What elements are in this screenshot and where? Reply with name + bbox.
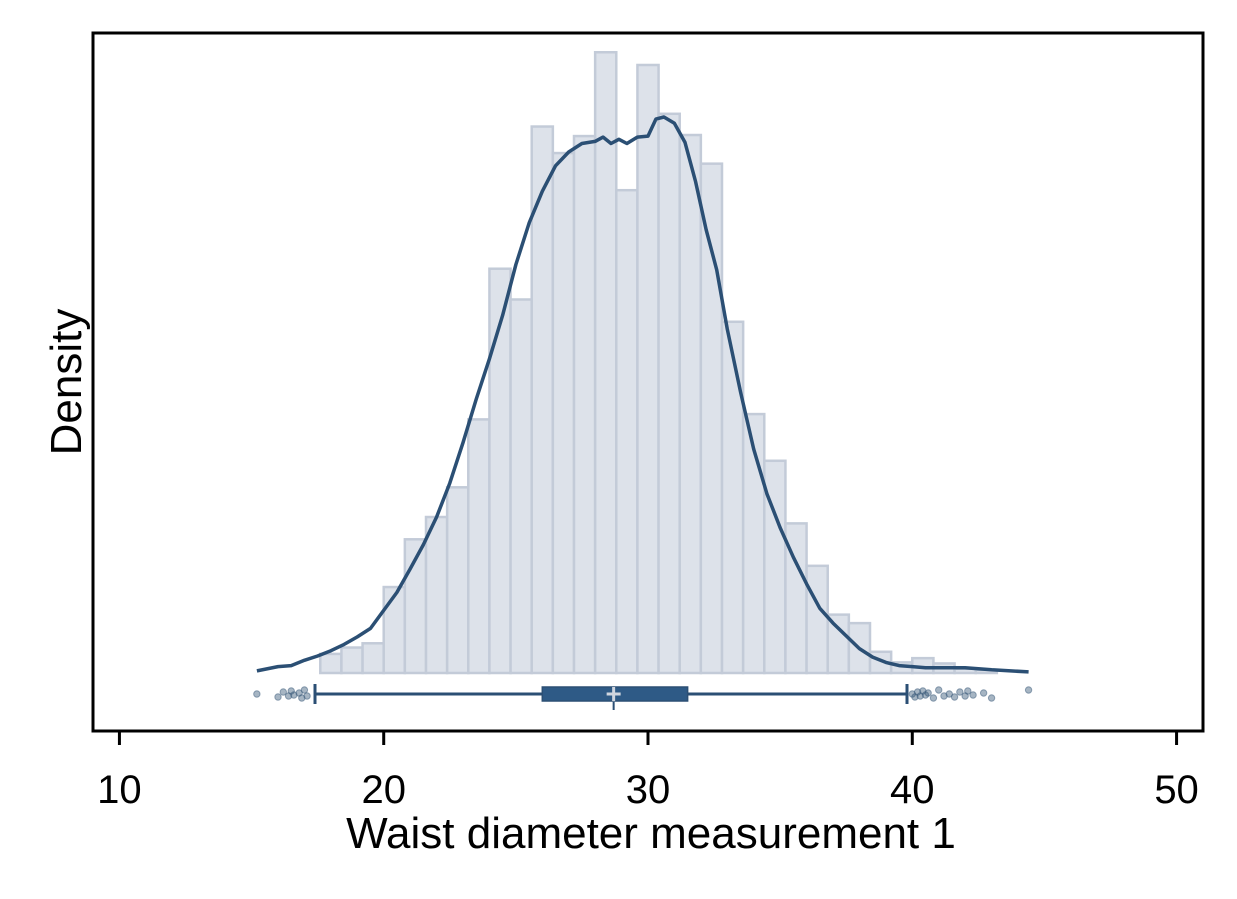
boxplot-outlier	[924, 689, 932, 697]
boxplot-outlier	[929, 694, 938, 702]
boxplot-outlier	[253, 690, 261, 698]
histogram-bar	[340, 646, 364, 675]
boxplot-outlier	[303, 692, 311, 700]
histogram-bar	[805, 564, 829, 675]
x-tick-label: 10	[97, 768, 142, 812]
boxplot-outlier	[279, 688, 287, 696]
boxplot-outlier	[935, 686, 943, 694]
x-tick-label: 20	[361, 768, 406, 812]
histogram-bar	[720, 320, 745, 675]
histogram-bars	[319, 51, 999, 675]
boxplot-outlier	[979, 689, 988, 697]
boxplot	[253, 684, 1033, 710]
boxplot-outlier	[987, 694, 996, 702]
histogram-bar	[826, 613, 851, 675]
x-tick-label: 40	[890, 768, 935, 812]
histogram-bar	[551, 151, 576, 675]
histogram-bar	[636, 63, 660, 675]
density-curve	[256, 115, 1029, 674]
boxplot-outlier	[274, 693, 282, 701]
x-axis-title: Waist diameter measurement 1	[346, 809, 956, 858]
histogram-bar	[467, 418, 491, 675]
y-axis-title: Density	[42, 309, 91, 456]
histogram-bar	[657, 112, 681, 675]
boxplot-outlier	[1024, 686, 1033, 694]
histogram-bar	[361, 642, 385, 675]
histogram-bar	[445, 486, 470, 675]
boxplot-outlier	[964, 687, 972, 695]
histogram-bar	[424, 515, 449, 675]
boxplot-outlier	[969, 691, 977, 699]
histogram-bar	[678, 133, 703, 675]
histogram-bar	[509, 298, 533, 675]
histogram-bar	[593, 51, 618, 675]
histogram-bar	[572, 134, 597, 675]
histogram-bar	[615, 188, 639, 675]
boxplot-outlier	[950, 693, 959, 701]
histogram-bar	[319, 652, 343, 675]
x-axis-ticks: 10 20 30 40 50	[97, 731, 1199, 812]
histogram-bar	[699, 162, 724, 675]
x-tick-label: 30	[626, 768, 671, 812]
boxplot-outlier	[956, 688, 964, 696]
boxplot-outlier	[300, 686, 309, 694]
x-tick-label: 50	[1154, 768, 1199, 812]
histogram-bar	[382, 585, 407, 675]
